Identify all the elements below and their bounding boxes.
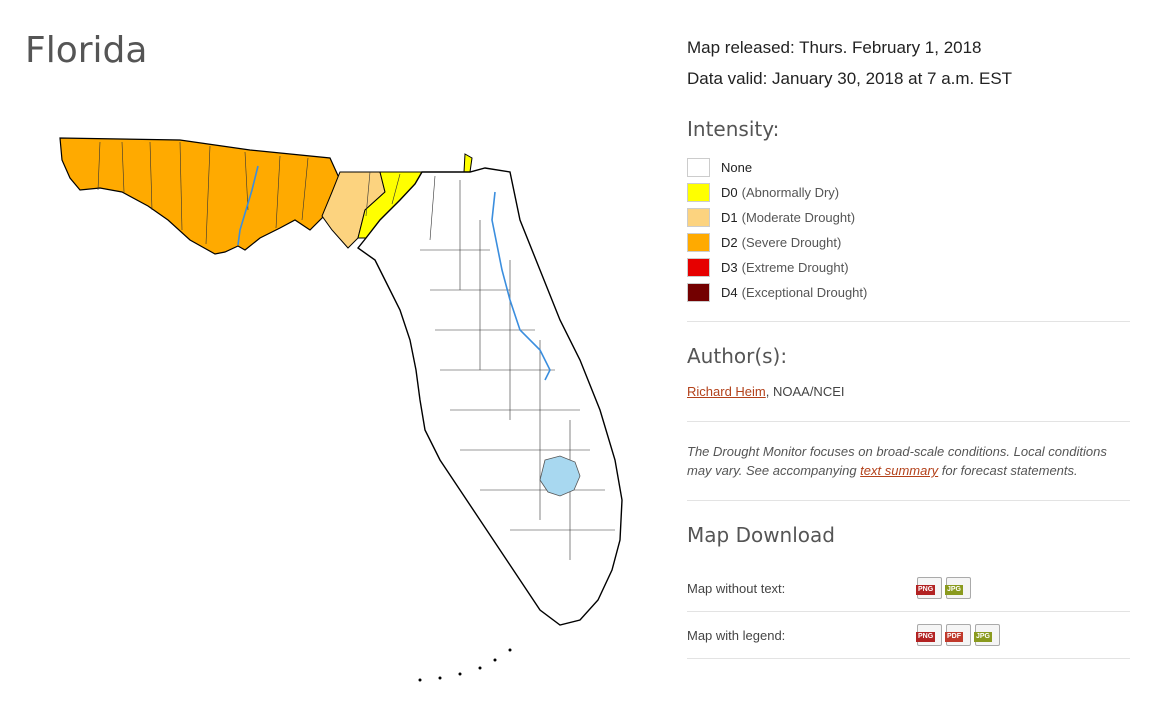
png-file-icon[interactable]: PNG [916,577,942,599]
authors-heading: Author(s): [687,344,788,368]
info-panel: Map released: Thurs. February 1, 2018 Da… [687,38,1130,659]
legend-code: D2 [721,235,738,250]
download-label: Map without text: [687,580,786,596]
download-row: Map without text: PNG JPG [687,565,1130,611]
file-type-label: PDF [945,632,963,642]
download-list: Map without text: PNG JPG Map with legend: P… [687,565,1130,659]
legend-swatch [687,258,710,277]
legend-swatch [687,158,710,177]
file-type-label: PNG [916,632,936,642]
legend-item: D1 (Moderate Drought) [687,205,1130,230]
legend-code: D4 [721,285,738,300]
file-type-label: JPG [974,632,993,642]
legend-swatch [687,208,710,227]
map-region-d2 [59,137,341,255]
note-text-before: The Drought Monitor focuses on broad-sca… [687,444,1107,478]
map-region-d0-ne [463,153,473,173]
legend-item: None [687,155,1130,180]
legend-item: D0 (Abnormally Dry) [687,180,1130,205]
legend-description: (Exceptional Drought) [741,285,868,300]
download-row: Map with legend: PNG PDF JPG [687,612,1130,658]
legend-swatch [687,233,710,252]
jpg-file-icon[interactable]: JPG [974,624,1000,646]
author-org: , NOAA/NCEI [765,384,845,399]
legend-code: None [721,160,753,175]
file-icons: PNG JPG [916,577,971,599]
jpg-file-icon[interactable]: JPG [945,577,971,599]
legend-description: (Abnormally Dry) [741,185,840,200]
legend-description: (Extreme Drought) [741,260,849,275]
divider [687,321,1130,322]
data-valid-date: Data valid: January 30, 2018 at 7 a.m. E… [687,69,1013,88]
map-released-date: Map released: Thurs. February 1, 2018 [687,38,982,57]
lake-okeechobee [539,455,581,497]
legend-code: D0 [721,185,738,200]
intensity-heading: Intensity: [687,117,780,141]
file-type-label: PNG [916,585,936,595]
legend-description: (Severe Drought) [741,235,842,250]
disclaimer-note: The Drought Monitor focuses on broad-sca… [687,442,1130,480]
divider [687,658,1130,659]
divider [687,611,1130,612]
legend-code: D3 [721,260,738,275]
file-icons: PNG PDF JPG [916,624,1000,646]
map-download-heading: Map Download [687,523,835,547]
text-summary-link[interactable]: text summary [860,463,939,478]
florida-map-svg [59,137,623,682]
florida-keys [418,648,512,682]
legend-item: D4 (Exceptional Drought) [687,280,1130,305]
legend-item: D2 (Severe Drought) [687,230,1130,255]
png-file-icon[interactable]: PNG [916,624,942,646]
download-label: Map with legend: [687,627,786,643]
divider [687,500,1130,501]
drought-map [40,120,640,700]
county-lines [97,141,615,560]
apalachicola-river [237,165,259,246]
divider [687,421,1130,422]
legend-item: D3 (Extreme Drought) [687,255,1130,280]
file-type-label: JPG [945,585,964,595]
legend-description: (Moderate Drought) [741,210,856,225]
map-region-none [356,167,623,626]
legend-swatch [687,183,710,202]
pdf-file-icon[interactable]: PDF [945,624,971,646]
page-title: Florida [25,30,148,71]
legend-swatch [687,283,710,302]
note-text-after: for forecast statements. [938,463,1078,478]
author-link[interactable]: Richard Heim [687,384,766,399]
author-line: Richard Heim, NOAA/NCEI [687,384,1130,399]
st-johns-river [491,191,551,381]
legend-code: D1 [721,210,738,225]
intensity-legend: None D0 (Abnormally Dry) D1 (Moderate Drough… [687,155,1130,305]
